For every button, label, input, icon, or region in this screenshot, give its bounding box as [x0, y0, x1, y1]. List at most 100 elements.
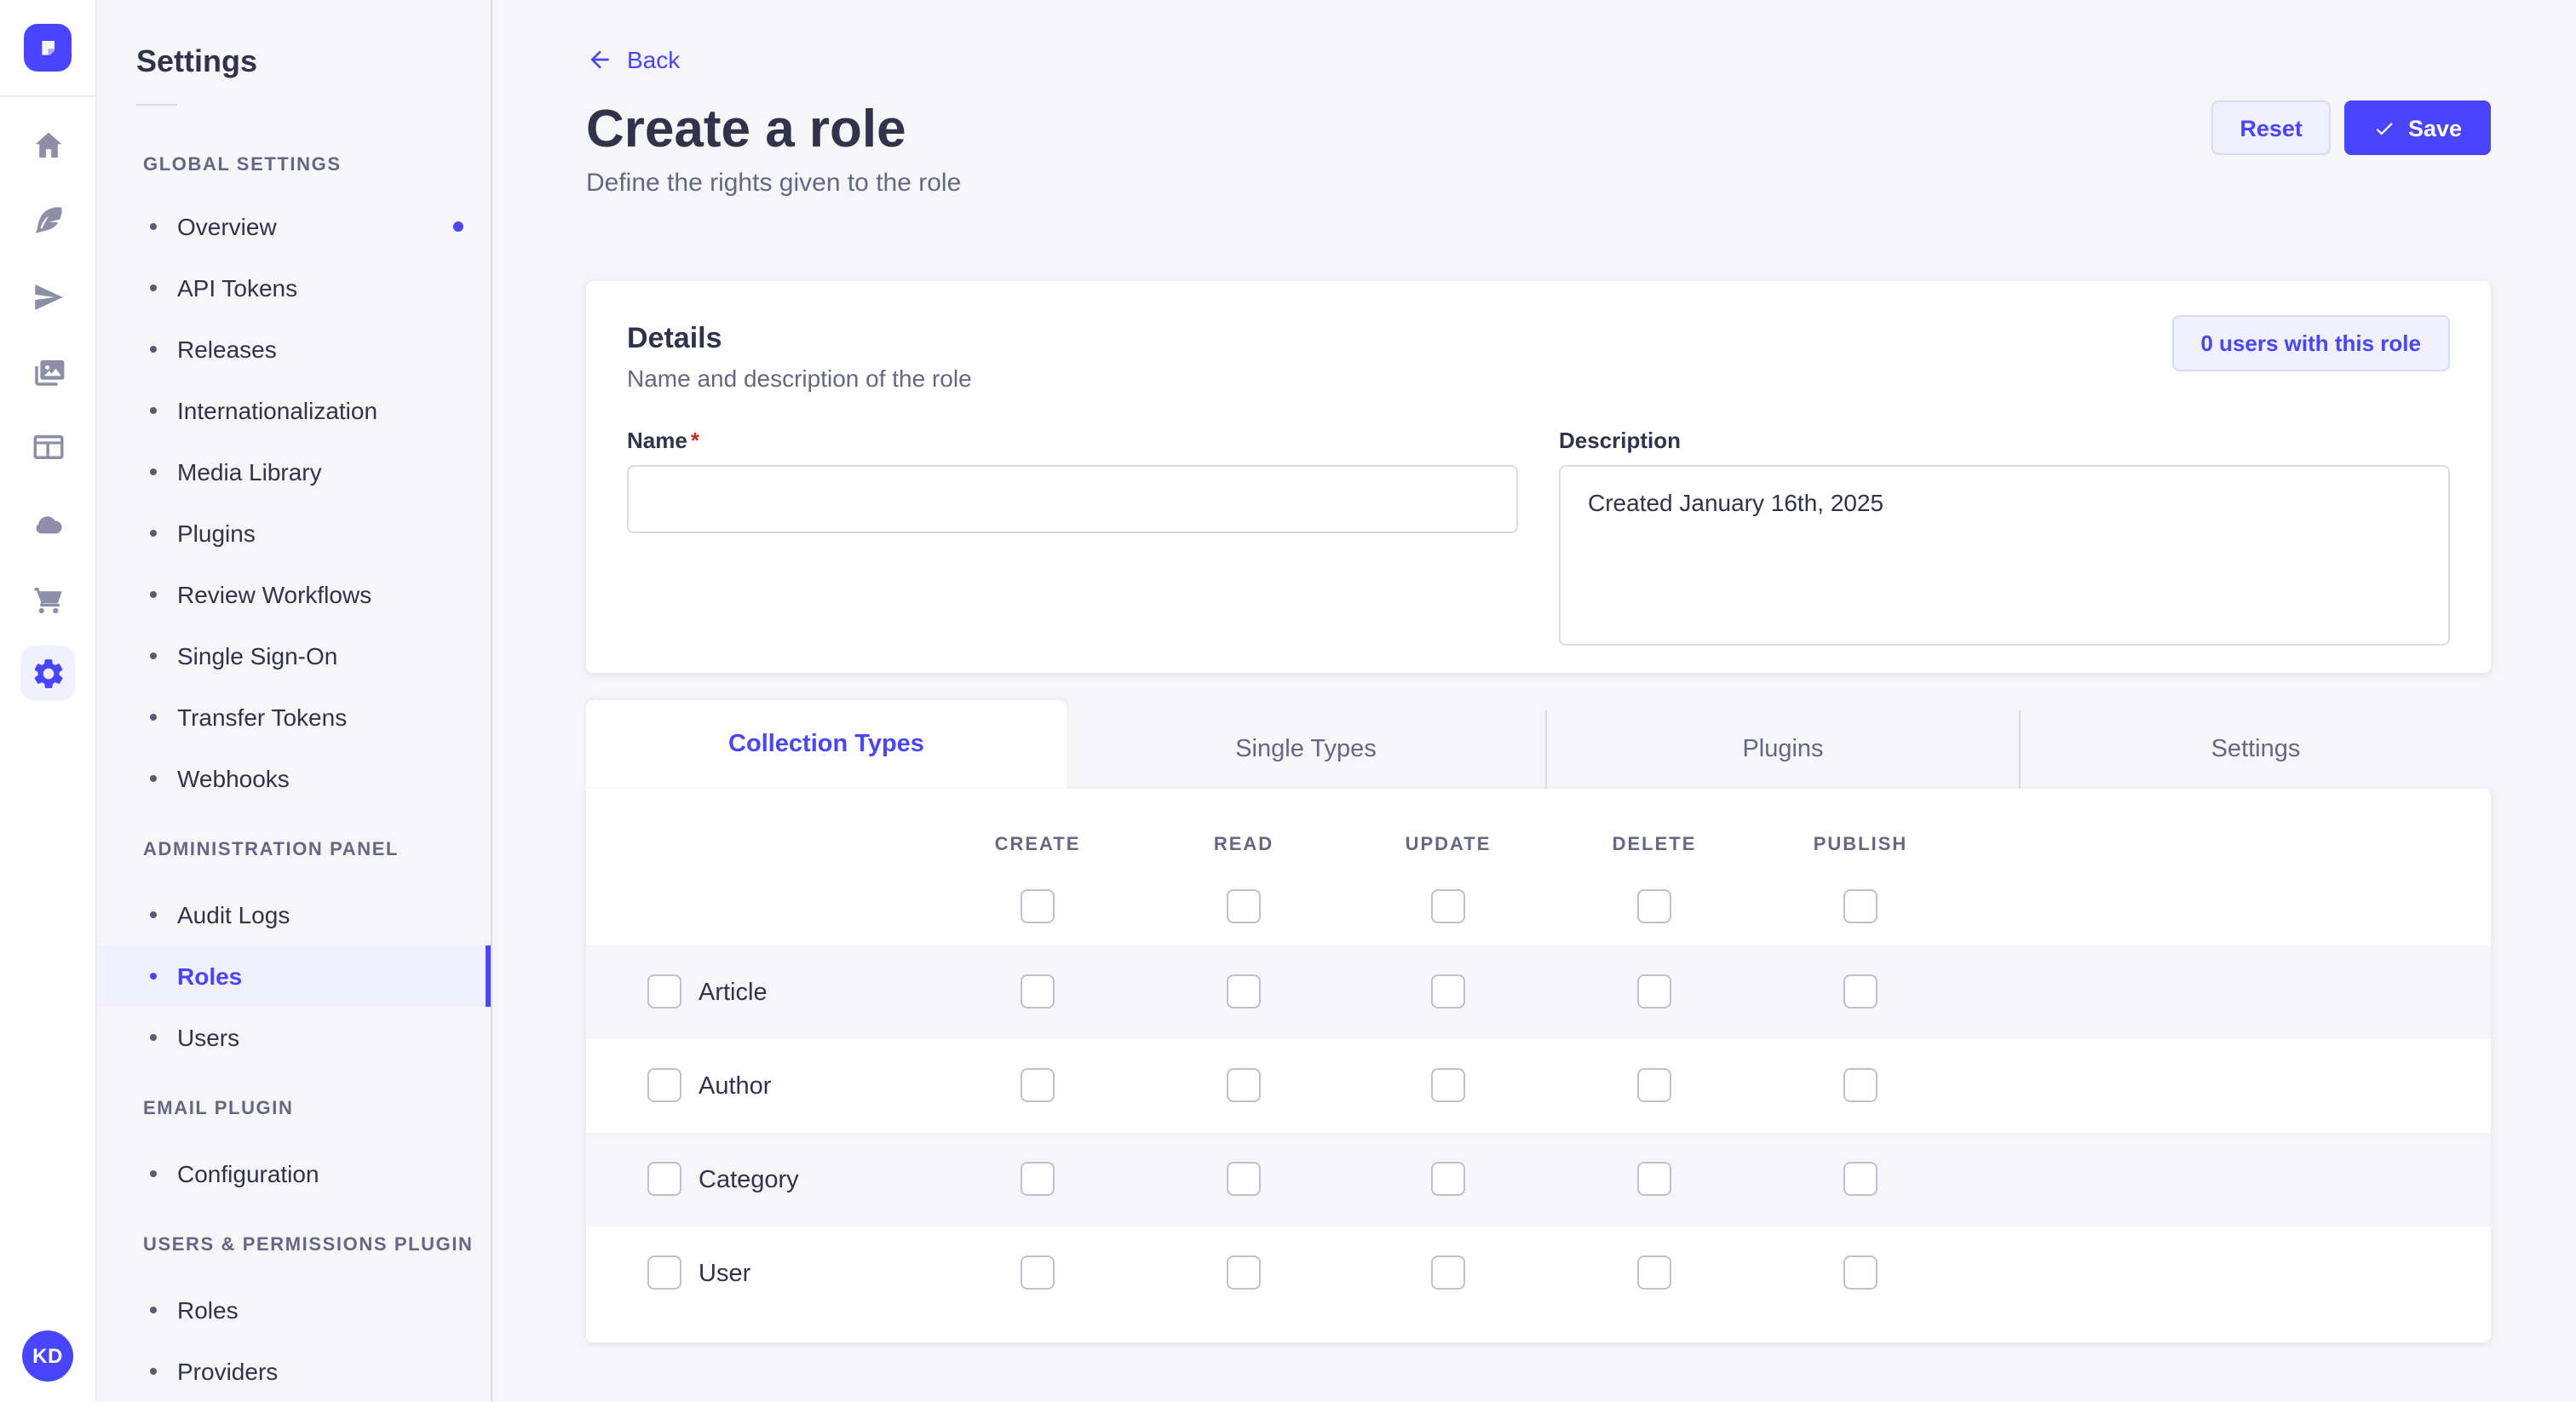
bullet-icon [150, 911, 157, 918]
sidebar-item-audit-logs[interactable]: Audit Logs [95, 884, 491, 945]
article-create-checkbox[interactable] [1021, 974, 1055, 1008]
media-library-icon[interactable] [20, 344, 75, 399]
section-users-permissions-plugin: USERS & PERMISSIONS PLUGIN [143, 1235, 474, 1255]
settings-gear-icon[interactable] [20, 646, 75, 700]
tab-single-types[interactable]: Single Types [1067, 710, 1545, 789]
category-read-checkbox[interactable] [1227, 1162, 1261, 1196]
category-create-checkbox[interactable] [1021, 1162, 1055, 1196]
cloud-icon[interactable] [20, 496, 75, 550]
check-icon [2377, 122, 2394, 135]
layout-icon[interactable] [20, 419, 75, 474]
select-all-update-checkbox[interactable] [1431, 889, 1465, 923]
sidebar-title: Settings [136, 44, 258, 78]
strapi-logo[interactable] [24, 24, 72, 72]
reset-button[interactable]: Reset [2211, 101, 2332, 155]
sidebar-item-transfer-tokens[interactable]: Transfer Tokens [95, 687, 491, 748]
column-header-read: READ [1213, 835, 1274, 855]
sidebar-item-providers[interactable]: Providers [95, 1341, 491, 1402]
row-label: Category [699, 1166, 799, 1193]
sidebar-item-configuration[interactable]: Configuration [95, 1143, 491, 1204]
tab-collection-types[interactable]: Collection Types [586, 700, 1067, 789]
back-link[interactable]: Back [586, 46, 680, 73]
paper-plane-icon[interactable] [20, 269, 75, 324]
sidebar-item-internationalization[interactable]: Internationalization [95, 380, 491, 441]
column-header-delete: DELETE [1612, 835, 1697, 855]
bullet-icon [150, 775, 157, 782]
sidebar-item-overview[interactable]: Overview [95, 196, 491, 257]
sidebar-item-users[interactable]: Users [95, 1007, 491, 1068]
row-label: Article [699, 979, 768, 1006]
author-publish-checkbox[interactable] [1843, 1068, 1877, 1102]
details-fields: Name * Description Created January 16th, … [627, 428, 2450, 654]
user-publish-checkbox[interactable] [1843, 1255, 1877, 1290]
notification-dot-icon [453, 221, 463, 232]
article-publish-checkbox[interactable] [1843, 974, 1877, 1008]
user-create-checkbox[interactable] [1021, 1255, 1055, 1290]
select-all-publish-checkbox[interactable] [1843, 889, 1877, 923]
category-publish-checkbox[interactable] [1843, 1162, 1877, 1196]
author-create-checkbox[interactable] [1021, 1068, 1055, 1102]
article-read-checkbox[interactable] [1227, 974, 1261, 1008]
sidebar-item-review-workflows[interactable]: Review Workflows [95, 564, 491, 625]
row-label: Author [699, 1072, 772, 1100]
column-header-create: CREATE [994, 835, 1081, 855]
row-select-checkbox[interactable] [647, 1068, 681, 1102]
table-row-user: User [586, 1227, 2491, 1320]
feather-icon[interactable] [20, 192, 75, 247]
tab-plugins[interactable]: Plugins [1545, 710, 2019, 789]
table-row-author: Author [586, 1039, 2491, 1133]
user-update-checkbox[interactable] [1431, 1255, 1465, 1290]
article-update-checkbox[interactable] [1431, 974, 1465, 1008]
save-button[interactable]: Save [2344, 101, 2491, 155]
sidebar-item-media-library[interactable]: Media Library [95, 441, 491, 503]
home-icon[interactable] [20, 118, 75, 172]
select-all-delete-checkbox[interactable] [1637, 889, 1671, 923]
name-input[interactable] [627, 465, 1518, 533]
user-read-checkbox[interactable] [1227, 1255, 1261, 1290]
users-with-role-button[interactable]: 0 users with this role [2171, 315, 2450, 371]
author-delete-checkbox[interactable] [1637, 1068, 1671, 1102]
sidebar-item-single-sign-on[interactable]: Single Sign-On [95, 625, 491, 687]
row-select-checkbox[interactable] [647, 974, 681, 1008]
bullet-icon [150, 714, 157, 721]
user-avatar[interactable]: KD [22, 1330, 73, 1382]
tab-settings[interactable]: Settings [2019, 710, 2491, 789]
sidebar-item-roles-up[interactable]: Roles [95, 1279, 491, 1341]
article-delete-checkbox[interactable] [1637, 974, 1671, 1008]
name-label: Name * [627, 428, 699, 453]
author-update-checkbox[interactable] [1431, 1068, 1465, 1102]
details-subheading: Name and description of the role [627, 365, 972, 392]
category-delete-checkbox[interactable] [1637, 1162, 1671, 1196]
bullet-icon [150, 1307, 157, 1313]
select-all-create-checkbox[interactable] [1021, 889, 1055, 923]
row-select-checkbox[interactable] [647, 1255, 681, 1290]
bullet-icon [150, 591, 157, 598]
bullet-icon [150, 1368, 157, 1375]
sidebar-item-roles-admin[interactable]: Roles [95, 945, 491, 1007]
sidebar-item-api-tokens[interactable]: API Tokens [95, 257, 491, 319]
bullet-icon [150, 530, 157, 537]
permissions-card: Collection Types Single Types Plugins Se… [586, 700, 2491, 1342]
description-field-group: Description Created January 16th, 2025 [1559, 428, 2450, 654]
header-actions: Reset Save [2211, 101, 2491, 155]
author-read-checkbox[interactable] [1227, 1068, 1261, 1102]
category-update-checkbox[interactable] [1431, 1162, 1465, 1196]
row-select-checkbox[interactable] [647, 1162, 681, 1196]
select-all-read-checkbox[interactable] [1227, 889, 1261, 923]
user-delete-checkbox[interactable] [1637, 1255, 1671, 1290]
bullet-icon [150, 973, 157, 980]
bullet-icon [150, 468, 157, 475]
description-textarea[interactable]: Created January 16th, 2025 [1559, 465, 2450, 646]
bullet-icon [150, 1170, 157, 1177]
permissions-tabs: Collection Types Single Types Plugins Se… [586, 700, 2491, 789]
sidebar-item-releases[interactable]: Releases [95, 319, 491, 380]
details-heading: Details [627, 322, 722, 354]
sidebar-item-webhooks[interactable]: Webhooks [95, 748, 491, 809]
sidebar-item-plugins[interactable]: Plugins [95, 503, 491, 564]
cart-icon[interactable] [20, 571, 75, 625]
table-row-category: Category [586, 1133, 2491, 1227]
sidebar-divider [136, 104, 177, 106]
bullet-icon [150, 652, 157, 659]
page-title: Create a role [586, 99, 906, 158]
permissions-table: CREATE READ UPDATE DELETE PUBLISH Articl… [586, 789, 2491, 1342]
